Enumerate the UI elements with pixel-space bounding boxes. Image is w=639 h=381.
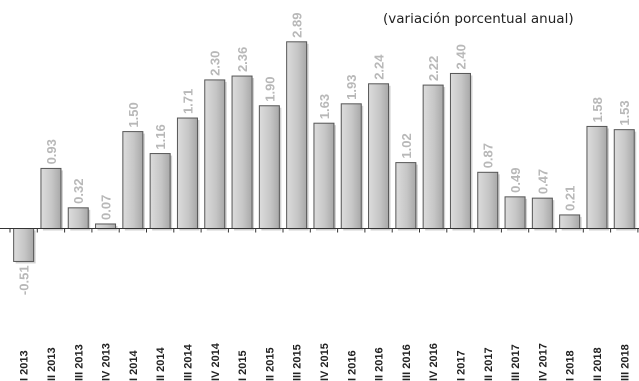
category-label: II 2013 <box>46 347 58 381</box>
value-label: 0.93 <box>44 139 59 164</box>
bar <box>449 72 471 229</box>
bar <box>40 167 62 229</box>
bar <box>559 214 581 230</box>
value-label: 2.22 <box>426 56 441 81</box>
value-label: 2.36 <box>235 47 250 72</box>
value-label: 1.90 <box>262 76 277 101</box>
category-label: I 2014 <box>128 350 140 381</box>
bar <box>340 103 362 229</box>
bar <box>13 228 35 262</box>
bar <box>231 75 253 229</box>
bar <box>122 131 144 230</box>
value-label: 0.32 <box>71 179 86 204</box>
category-label: III 2018 <box>619 344 631 381</box>
value-label: 1.93 <box>344 75 359 100</box>
bar <box>395 162 417 229</box>
category-label: III 2013 <box>73 344 85 381</box>
value-label: 2.89 <box>290 12 305 37</box>
category-label: I 2017 <box>455 350 467 381</box>
value-label: 2.24 <box>372 54 387 80</box>
bar <box>258 105 280 229</box>
category-label: II 2017 <box>483 347 495 381</box>
category-label: II 2015 <box>264 347 276 381</box>
bar <box>477 171 499 230</box>
category-label: IV 2016 <box>428 343 440 381</box>
value-label: 2.30 <box>208 51 223 76</box>
value-label: 0.47 <box>535 169 550 194</box>
category-label: IV 2013 <box>101 343 113 381</box>
category-label: I 2018 <box>565 350 577 381</box>
category-label: I 2015 <box>237 350 249 381</box>
value-label: 1.16 <box>153 124 168 149</box>
bar <box>286 41 308 229</box>
value-label: 0.49 <box>508 168 523 193</box>
bar <box>422 84 444 229</box>
category-label: III 2015 <box>292 344 304 381</box>
category-label: II 2014 <box>155 346 167 381</box>
value-label: 0.87 <box>481 143 496 168</box>
value-label: 1.63 <box>317 94 332 119</box>
category-label: II 2018 <box>592 347 604 381</box>
chart-subtitle: (variación porcentual anual) <box>383 11 574 27</box>
value-label: 1.58 <box>590 97 605 122</box>
value-label: 1.53 <box>617 100 632 125</box>
category-label: IV 2017 <box>537 343 549 381</box>
category-label: I 2013 <box>19 350 31 381</box>
value-label: -0.51 <box>17 265 32 295</box>
bar <box>176 117 198 229</box>
bar <box>149 153 171 229</box>
bar <box>504 196 526 229</box>
bar <box>313 122 335 229</box>
bar <box>67 207 89 230</box>
category-label: I 2016 <box>346 350 358 381</box>
category-label: III 2016 <box>401 344 413 381</box>
bar <box>368 83 390 229</box>
bar <box>586 125 608 229</box>
value-label: 1.71 <box>180 89 195 114</box>
value-label: 1.02 <box>399 133 414 158</box>
category-label: IV 2015 <box>319 343 331 381</box>
value-label: 0.07 <box>99 195 114 220</box>
bar <box>531 197 553 229</box>
category-label: III 2014 <box>182 343 194 381</box>
bar <box>95 223 117 229</box>
value-label: 2.40 <box>453 44 468 69</box>
category-label: II 2016 <box>374 347 386 381</box>
value-label: 0.21 <box>563 186 578 211</box>
bar <box>613 129 635 229</box>
category-label: IV 2014 <box>210 342 222 381</box>
value-label: 1.50 <box>126 102 141 127</box>
bar <box>204 79 226 229</box>
category-label: III 2017 <box>510 344 522 381</box>
